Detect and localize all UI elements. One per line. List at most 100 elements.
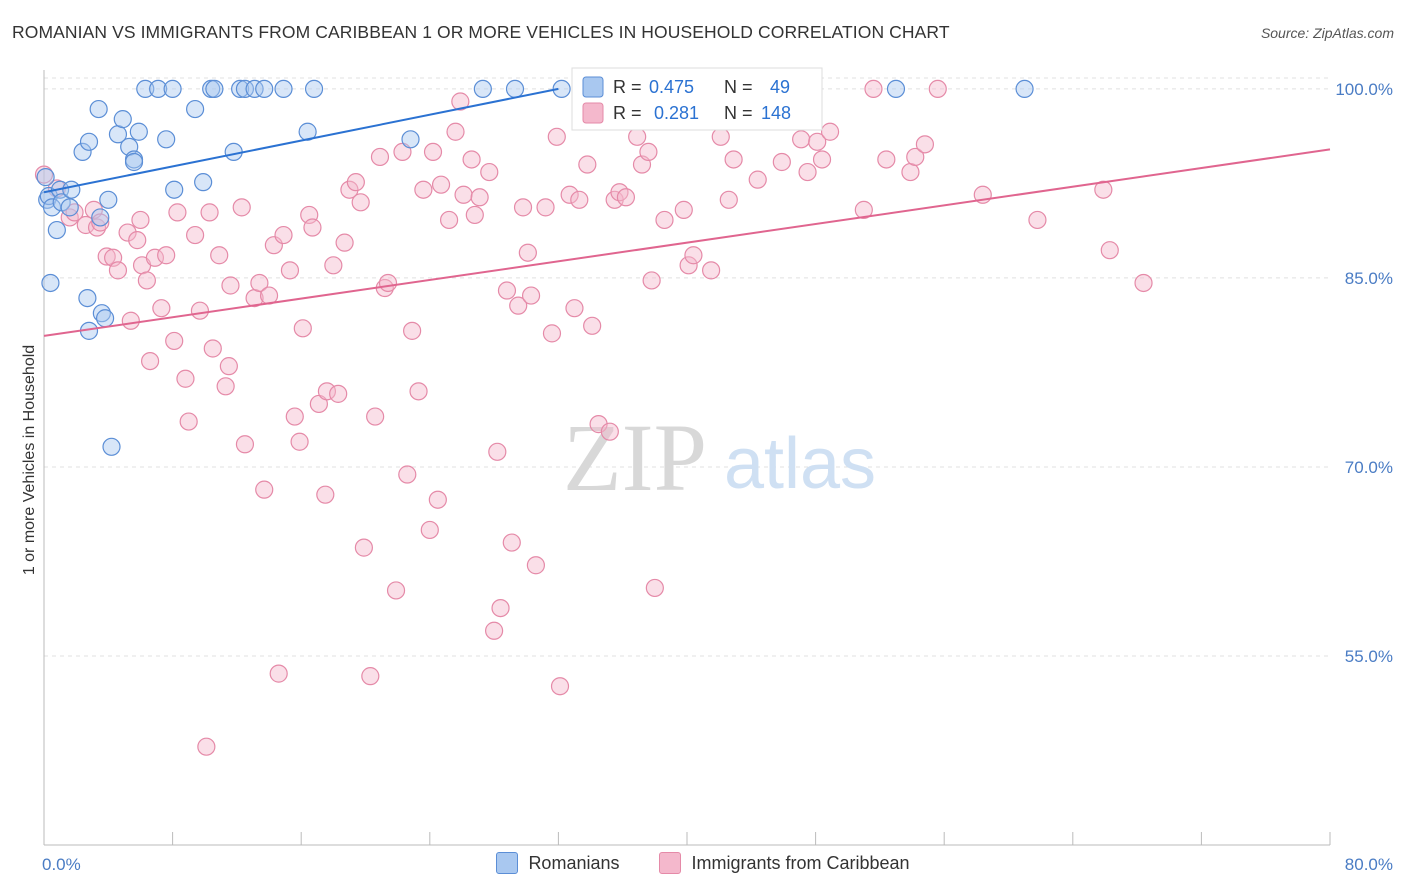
caribbean-point [303, 218, 322, 237]
caribbean-point [128, 231, 147, 250]
caribbean-point [351, 193, 370, 212]
caribbean-point [255, 480, 274, 499]
romanian-point [235, 79, 255, 99]
legend-r-label-1: R = [613, 77, 642, 97]
caribbean-point [536, 198, 555, 217]
caribbean-point [186, 225, 205, 245]
caribbean-point [420, 520, 439, 540]
caribbean-point [157, 246, 176, 265]
caribbean-point [906, 147, 925, 167]
caribbean-point [798, 162, 817, 182]
caribbean-point [361, 667, 380, 686]
watermark: ZIP atlas [563, 404, 876, 511]
caribbean-point [462, 150, 481, 169]
caribbean-point [480, 162, 499, 182]
caribbean-point [578, 155, 597, 174]
romanian-point [124, 152, 144, 172]
romanian-point [231, 79, 250, 99]
caribbean-point [87, 218, 107, 237]
romanian-point [1015, 79, 1034, 99]
caribbean-point [1028, 210, 1047, 230]
watermark-atlas: atlas [724, 424, 876, 504]
caribbean-point [97, 247, 116, 266]
caribbean-point [485, 621, 504, 640]
caribbean-point [131, 210, 150, 230]
caribbean-point [370, 147, 390, 167]
caribbean-point [628, 127, 647, 146]
caribbean-point [137, 271, 156, 290]
romanian-point [62, 180, 81, 199]
caribbean-point [518, 243, 537, 262]
romanian-point [136, 79, 155, 99]
caribbean-point [513, 198, 533, 217]
caribbean-point [145, 248, 165, 267]
watermark-zip: ZIP [563, 404, 707, 511]
romanian-point [42, 198, 62, 217]
caribbean-point [645, 578, 664, 598]
romanian-point [73, 142, 92, 162]
caribbean-point [76, 215, 95, 235]
romanian-point [401, 130, 420, 149]
caribbean-point [219, 357, 238, 376]
caribbean-point [521, 286, 541, 305]
legend-n-label-1: N = [724, 77, 753, 97]
caribbean-point [65, 203, 84, 222]
caribbean-point [152, 299, 171, 318]
caribbean-point [210, 246, 229, 265]
legend-r-label-2: R = [613, 103, 642, 123]
caribbean-point [200, 203, 219, 222]
caribbean-point [550, 677, 570, 696]
caribbean-point [446, 122, 465, 141]
romanian-point [113, 110, 132, 129]
caribbean-point [674, 200, 693, 219]
caribbean-point [854, 200, 873, 219]
romanian-point [95, 309, 115, 328]
romanian-point [60, 198, 79, 217]
source-label: Source: ZipAtlas.com [1260, 25, 1394, 41]
romanian-point [473, 79, 492, 99]
caribbean-point [639, 142, 658, 162]
romanian-point [505, 79, 525, 99]
caribbean-point [1100, 241, 1119, 260]
caribbean-point [792, 130, 811, 149]
caribbean-point [232, 198, 251, 217]
caribbean-point [403, 321, 422, 340]
caribbean-point [488, 442, 507, 461]
caribbean-point [616, 188, 636, 207]
tick-labels: 100.0% 85.0% 70.0% 55.0% 0.0% 80.0% [42, 80, 1393, 874]
romanian-point [89, 99, 108, 119]
caribbean-point [808, 132, 827, 151]
romanian-point [186, 99, 205, 119]
romanians-swatch [496, 852, 519, 874]
caribbean-point [431, 175, 451, 194]
romanian-point [205, 79, 224, 99]
y-tick-label: 85.0% [1345, 269, 1393, 288]
legend-caribbean-r: 0.281 [654, 103, 699, 123]
romanian-point [78, 288, 97, 308]
romanian-point [129, 122, 148, 141]
caribbean-point [250, 273, 269, 293]
caribbean-point [542, 324, 562, 343]
romanian-point [102, 437, 121, 456]
legend-item-caribbean: Immigrants from Caribbean [659, 852, 910, 874]
caribbean-point [398, 465, 417, 484]
romanian-point [304, 79, 324, 99]
caribbean-point [702, 261, 721, 280]
caribbean-point [526, 556, 545, 575]
caribbean-point [340, 180, 359, 199]
y-tick-label: 70.0% [1345, 458, 1393, 477]
caribbean-point [108, 261, 128, 280]
caribbean-point [317, 382, 337, 401]
caribbean-point [118, 223, 137, 242]
caribbean-point [655, 210, 674, 230]
caribbean-point [386, 581, 406, 600]
caribbean-point [168, 203, 187, 222]
caribbean-point [497, 281, 517, 300]
caribbean-point [346, 173, 365, 192]
caribbean-point [454, 185, 473, 204]
romanian-point [224, 142, 243, 162]
caribbean-point [316, 485, 335, 504]
legend-item-romanians: Romanians [496, 852, 619, 874]
caribbean-point [465, 205, 484, 225]
correlation-legend: R = 0.475 N = 49 R = 0.281 N = 148 [571, 67, 823, 131]
